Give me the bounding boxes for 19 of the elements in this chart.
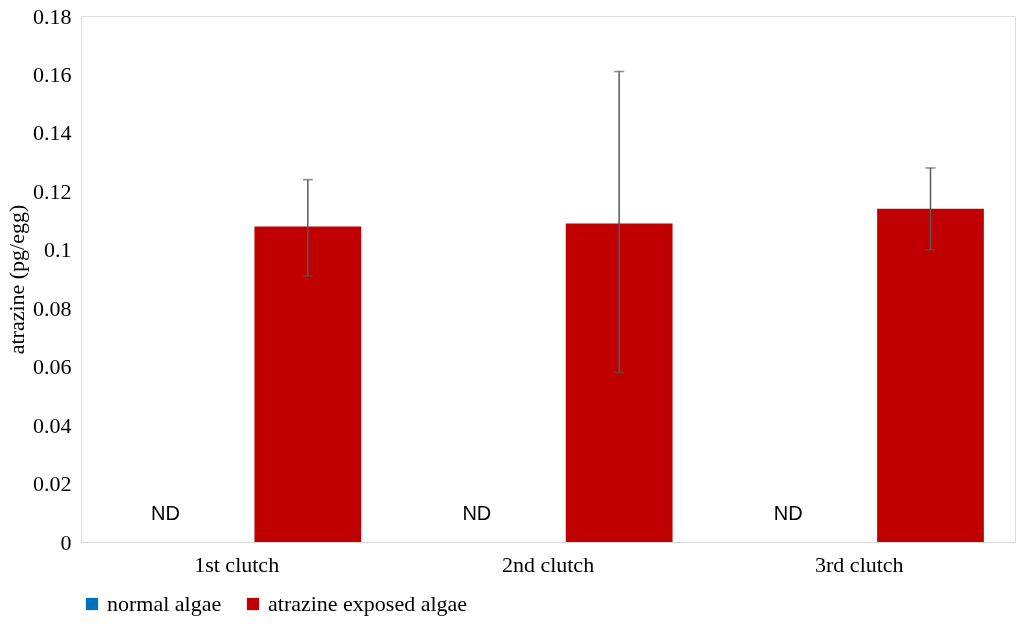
y-tick-label: 0.02 (33, 471, 72, 497)
y-tick-label: 0 (60, 529, 72, 555)
y-tick-label: 0.16 (33, 61, 72, 87)
x-tick-label: 3rd clutch (815, 551, 904, 577)
y-tick-label: 0.14 (33, 120, 72, 146)
legend-label: normal algae (107, 591, 222, 616)
legend-label: atrazine exposed algae (268, 591, 468, 616)
y-axis-title: atrazine (pg/egg) (4, 204, 29, 355)
y-tick-label: 0.04 (33, 412, 72, 438)
x-tick-label: 1st clutch (194, 551, 280, 577)
x-tick-label: 2nd clutch (501, 551, 595, 577)
y-tick-label: 0.08 (33, 295, 72, 321)
y-tick-label: 0.12 (33, 178, 72, 204)
y-tick-label: 0.06 (33, 354, 72, 380)
annotation: ND (151, 502, 180, 524)
y-tick-label: 0.1 (44, 237, 72, 263)
annotation: ND (773, 502, 803, 524)
annotation: ND (462, 502, 492, 524)
y-tick-label: 0.18 (33, 3, 72, 29)
